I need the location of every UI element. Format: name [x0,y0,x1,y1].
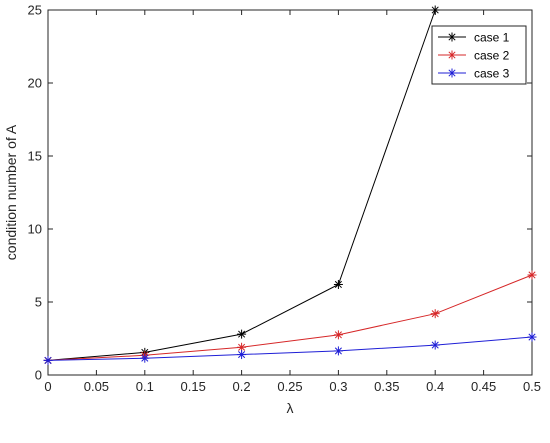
series-line-case-3 [47,336,533,361]
x-tick-label: 0 [44,379,51,394]
series-layer [43,5,537,365]
x-tick-label: 0.35 [374,379,399,394]
legend-entry-case-3: case 3 [474,67,510,81]
x-tick-label: 0.3 [329,379,347,394]
data-point-case-2 [527,270,537,280]
x-tick-label: 0.25 [277,379,302,394]
legend-entry-case-2: case 2 [474,49,510,63]
x-tick-label: 0.4 [426,379,444,394]
x-tick-label: 0.05 [84,379,109,394]
data-point-case-3 [140,353,150,363]
x-tick-label: 0.15 [181,379,206,394]
data-point-case-3 [43,355,53,365]
x-tick-label: 0.1 [136,379,154,394]
legend-marker [447,50,457,60]
x-axis-label: λ [287,400,294,416]
y-axis-label: condition number of A [3,124,19,260]
data-point-case-1 [333,279,343,289]
data-point-case-1 [430,5,440,15]
legend-entry-case-1: case 1 [474,31,510,45]
y-tick-label: 25 [28,3,42,18]
data-point-case-3 [527,332,537,342]
x-tick-label: 0.2 [233,379,251,394]
series-line-case-2 [47,274,533,361]
data-point-case-2 [430,309,440,319]
data-point-case-3 [237,350,247,360]
data-point-case-3 [333,346,343,356]
legend-marker [447,68,457,78]
legend: case 1 case 2 case 3 [431,25,527,85]
y-tick-label: 10 [28,222,42,237]
data-point-case-3 [430,340,440,350]
y-tick-label: 15 [28,149,42,164]
data-point-case-2 [333,330,343,340]
y-tick-label: 20 [28,76,42,91]
legend-marker [447,32,457,42]
y-tick-label: 0 [35,368,42,383]
x-tick-label: 0.45 [471,379,496,394]
y-tick-label: 5 [35,295,42,310]
data-point-case-1 [237,329,247,339]
x-tick-label: 0.5 [523,379,541,394]
